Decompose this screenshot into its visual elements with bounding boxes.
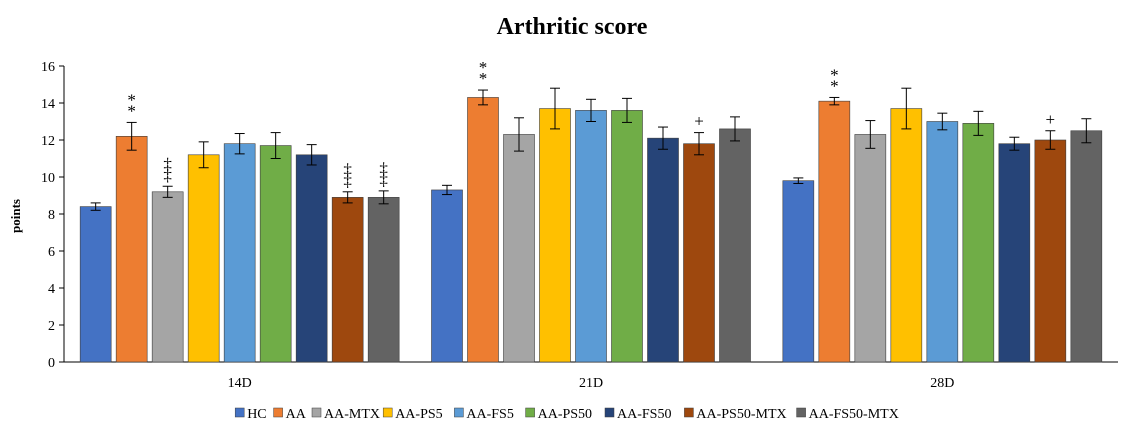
- bar: [818, 100, 851, 363]
- bar: [854, 134, 887, 363]
- y-tick-label: 6: [48, 245, 55, 260]
- bar: [259, 145, 292, 363]
- legend-swatch: [382, 407, 393, 418]
- y-tick-label: 0: [48, 356, 55, 371]
- bar: [187, 154, 220, 363]
- x-tick-label: 14D: [228, 376, 252, 391]
- bar: [539, 108, 571, 363]
- bar: [331, 197, 364, 363]
- significance-marker: *: [479, 69, 488, 88]
- bar: [647, 137, 679, 363]
- bar: [611, 110, 643, 363]
- legend-label: AA-PS50: [538, 407, 592, 422]
- bar: [295, 154, 328, 363]
- legend-label: AA-FS50: [617, 407, 671, 422]
- bar: [926, 121, 959, 363]
- significance-marker: ‡: [163, 165, 172, 184]
- y-tick-label: 14: [41, 97, 55, 112]
- legend-swatch: [273, 407, 283, 418]
- significance-marker: *: [479, 58, 488, 77]
- bar: [1070, 130, 1103, 363]
- legend-swatch: [234, 407, 245, 418]
- bar: [962, 123, 995, 363]
- bar: [115, 136, 148, 363]
- legend-label: AA-PS50-MTX: [696, 407, 786, 422]
- bar: [367, 197, 400, 363]
- bar: [503, 134, 535, 363]
- legend-swatch: [525, 407, 535, 418]
- significance-marker: +: [694, 112, 704, 131]
- y-axis-label: points: [8, 199, 23, 233]
- legend-swatch: [311, 407, 322, 418]
- chart-title: Arthritic score: [497, 14, 648, 40]
- legend-label: AA-FS50-MTX: [809, 407, 899, 422]
- legend-label: AA-MTX: [324, 407, 380, 422]
- significance-marker: ‡: [163, 154, 172, 173]
- significance-marker: ‡: [343, 171, 352, 190]
- bar: [223, 143, 256, 363]
- bar: [683, 143, 715, 363]
- significance-marker: *: [127, 90, 136, 109]
- bars: **‡‡ ‡‡‡‡**+**+: [79, 58, 1103, 363]
- bar: [431, 189, 463, 363]
- significance-marker: ‡: [343, 160, 352, 179]
- bar: [79, 206, 112, 363]
- bar: [719, 128, 751, 363]
- significance-marker: ‡: [379, 170, 388, 189]
- legend-label: AA-FS5: [466, 407, 513, 422]
- bar: [1034, 139, 1067, 363]
- y-tick-label: 4: [48, 282, 55, 297]
- legend-label: AA: [286, 407, 307, 422]
- legend-swatch: [604, 407, 615, 418]
- x-tick-label: 21D: [579, 376, 603, 391]
- legend-swatch: [796, 407, 806, 418]
- legend-swatch: [684, 407, 694, 418]
- y-tick-label: 8: [48, 208, 55, 223]
- y-tick-label: 10: [41, 171, 55, 186]
- bar: [151, 191, 184, 363]
- significance-marker: ‡: [379, 159, 388, 178]
- legend-swatch: [454, 407, 464, 418]
- significance-marker: *: [830, 65, 839, 84]
- significance-marker: +: [1046, 110, 1056, 129]
- bar: [575, 110, 607, 363]
- bar: [467, 97, 499, 363]
- significance-marker: *: [830, 76, 839, 95]
- y-tick-label: 12: [41, 134, 55, 149]
- bar: [998, 143, 1031, 363]
- legend-label: AA-PS5: [395, 407, 442, 422]
- bar: [782, 180, 815, 363]
- y-tick-label: 16: [41, 60, 55, 75]
- significance-marker: *: [127, 101, 136, 120]
- bar: [890, 108, 923, 363]
- x-tick-label: 28D: [930, 376, 954, 391]
- legend-label: HC: [247, 407, 266, 422]
- legend: HC AA AA-MTX AA-PS5 AA-FS5 AA-PS50 AA-FS50 AA-P…: [234, 407, 899, 422]
- y-tick-label: 2: [48, 319, 55, 334]
